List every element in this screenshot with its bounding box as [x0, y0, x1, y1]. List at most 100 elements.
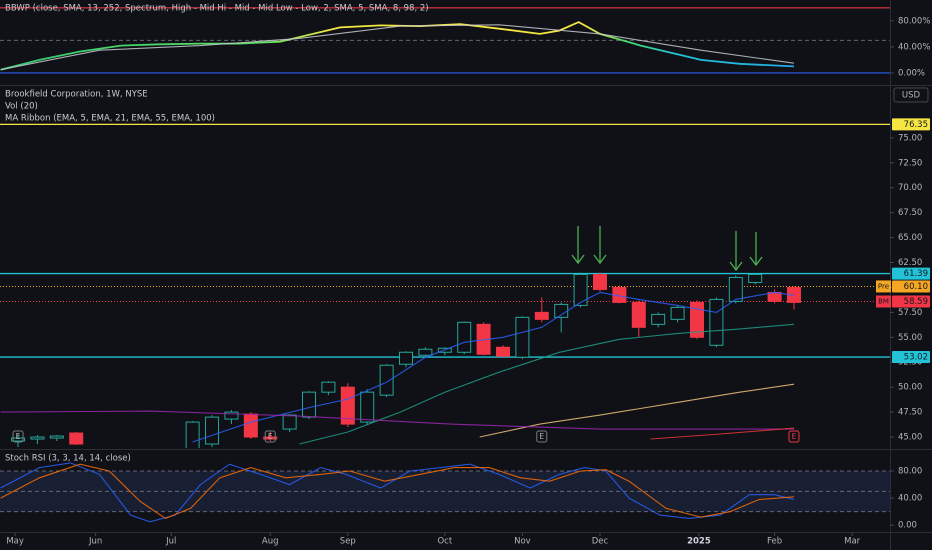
series-line	[0, 24, 795, 71]
x-tick-label: Oct	[437, 537, 452, 547]
candle-body	[418, 348, 433, 356]
arrow	[729, 231, 743, 272]
panel-subtitle: Vol (20)	[5, 102, 38, 112]
y-tick-label: 0.00	[898, 521, 917, 531]
y-tick-label: 50.00	[898, 383, 922, 393]
price-tag: Pre	[878, 282, 889, 290]
panel-title: BBWP (close, SMA, 13, 252, Spectrum, Hig…	[5, 4, 429, 14]
candle-body	[30, 436, 45, 440]
candle-body	[573, 273, 588, 306]
series-line	[0, 410, 794, 430]
y-tick-label: 80.00%	[898, 16, 930, 26]
candle-body	[689, 301, 704, 338]
x-tick-label: Feb	[767, 537, 782, 547]
candle-body	[69, 432, 84, 445]
series-line	[192, 291, 795, 443]
y-tick-label: 72.50	[898, 158, 922, 168]
x-tick-label: Mar	[844, 537, 861, 547]
candle-body	[340, 386, 355, 425]
panel-title: Stoch RSI (3, 3, 14, 14, close)	[5, 454, 131, 464]
y-tick-label: 45.00	[898, 433, 922, 443]
candle-body	[243, 413, 258, 438]
candle-body	[379, 364, 394, 396]
y-tick-label: 57.50	[898, 308, 922, 318]
y-tick-label: 40.00%	[898, 42, 930, 52]
y-tick-label: 75.00	[898, 133, 922, 143]
series-line	[299, 323, 795, 445]
candle-body	[515, 316, 530, 358]
x-tick-label: Jun	[88, 537, 102, 547]
price-label: 76.35	[904, 120, 928, 130]
y-tick-label: 55.00	[898, 333, 922, 343]
price-label-box	[892, 351, 930, 364]
candle-body	[11, 437, 26, 442]
y-tick-label: 62.50	[898, 258, 922, 268]
price-label: 61.39	[904, 269, 928, 279]
x-tick-label: Aug	[262, 537, 279, 547]
candle-body	[399, 351, 414, 365]
bbwp-panel	[0, 7, 890, 74]
panel-subtitle: MA Ribbon (EMA, 5, EMA, 21, EMA, 55, EMA…	[5, 114, 215, 124]
y-tick-label: 80.00	[898, 467, 922, 477]
arrow	[749, 232, 763, 267]
candle-body	[205, 416, 220, 445]
candle-body	[321, 381, 336, 393]
arrow	[571, 226, 585, 265]
x-tick-label: Dec	[592, 537, 609, 547]
candle-body	[185, 421, 200, 448]
price-label: 60.10	[904, 282, 928, 292]
candle-body	[360, 391, 375, 423]
y-tick-label: 65.00	[898, 233, 922, 243]
x-tick-label: Nov	[514, 537, 531, 547]
series-line	[0, 462, 795, 523]
arrows	[571, 226, 763, 272]
candle-body	[631, 301, 646, 328]
x-tick-label: May	[6, 537, 24, 547]
candle-body	[592, 273, 607, 290]
earnings-marker	[788, 430, 800, 443]
candle-body	[748, 273, 763, 283]
candle-body	[534, 311, 549, 320]
price-label: 53.02	[904, 353, 928, 363]
earnings-label: E	[16, 432, 21, 441]
candle-body	[496, 346, 511, 357]
currency: USD	[902, 91, 921, 101]
candle-body	[457, 321, 472, 353]
y-tick-label: 40.00	[898, 494, 922, 504]
y-tick-label: 47.50	[898, 408, 922, 418]
price-label: 58.59	[904, 297, 928, 307]
earnings-marker	[264, 430, 276, 443]
panel-title: Brookfield Corporation, 1W, NYSE	[5, 90, 148, 100]
arrow	[593, 226, 607, 265]
price-label-box	[892, 267, 930, 280]
price-label-box	[892, 295, 930, 308]
currency-box	[893, 87, 929, 103]
earnings-marker	[536, 430, 548, 443]
earnings-label: E	[539, 432, 544, 441]
candle-body	[728, 276, 743, 302]
x-tick-label: Jul	[165, 537, 176, 547]
price-tag: BM	[878, 298, 889, 306]
stoch-panel	[0, 462, 890, 523]
price-label-box	[892, 280, 930, 293]
price-tag-box	[876, 295, 891, 308]
earnings-label: E	[268, 432, 273, 441]
y-tick-label: 67.50	[898, 208, 922, 218]
price-tag-box	[876, 280, 891, 293]
series-line	[0, 463, 795, 520]
candle-body	[224, 411, 239, 420]
candle-body	[49, 435, 64, 439]
series-line	[650, 427, 795, 440]
candle-body	[670, 306, 685, 320]
y-tick-label: 70.00	[898, 183, 922, 193]
candle-body	[282, 414, 297, 430]
candle-body	[263, 436, 278, 440]
x-tick-label: 2025	[687, 537, 711, 547]
candle-body	[651, 313, 666, 325]
axes: 80.00% 40.00% 0.00% BBWP (close, SMA, 13, 2…	[5, 4, 930, 547]
candle-body	[302, 391, 317, 418]
candle-body	[709, 298, 724, 346]
